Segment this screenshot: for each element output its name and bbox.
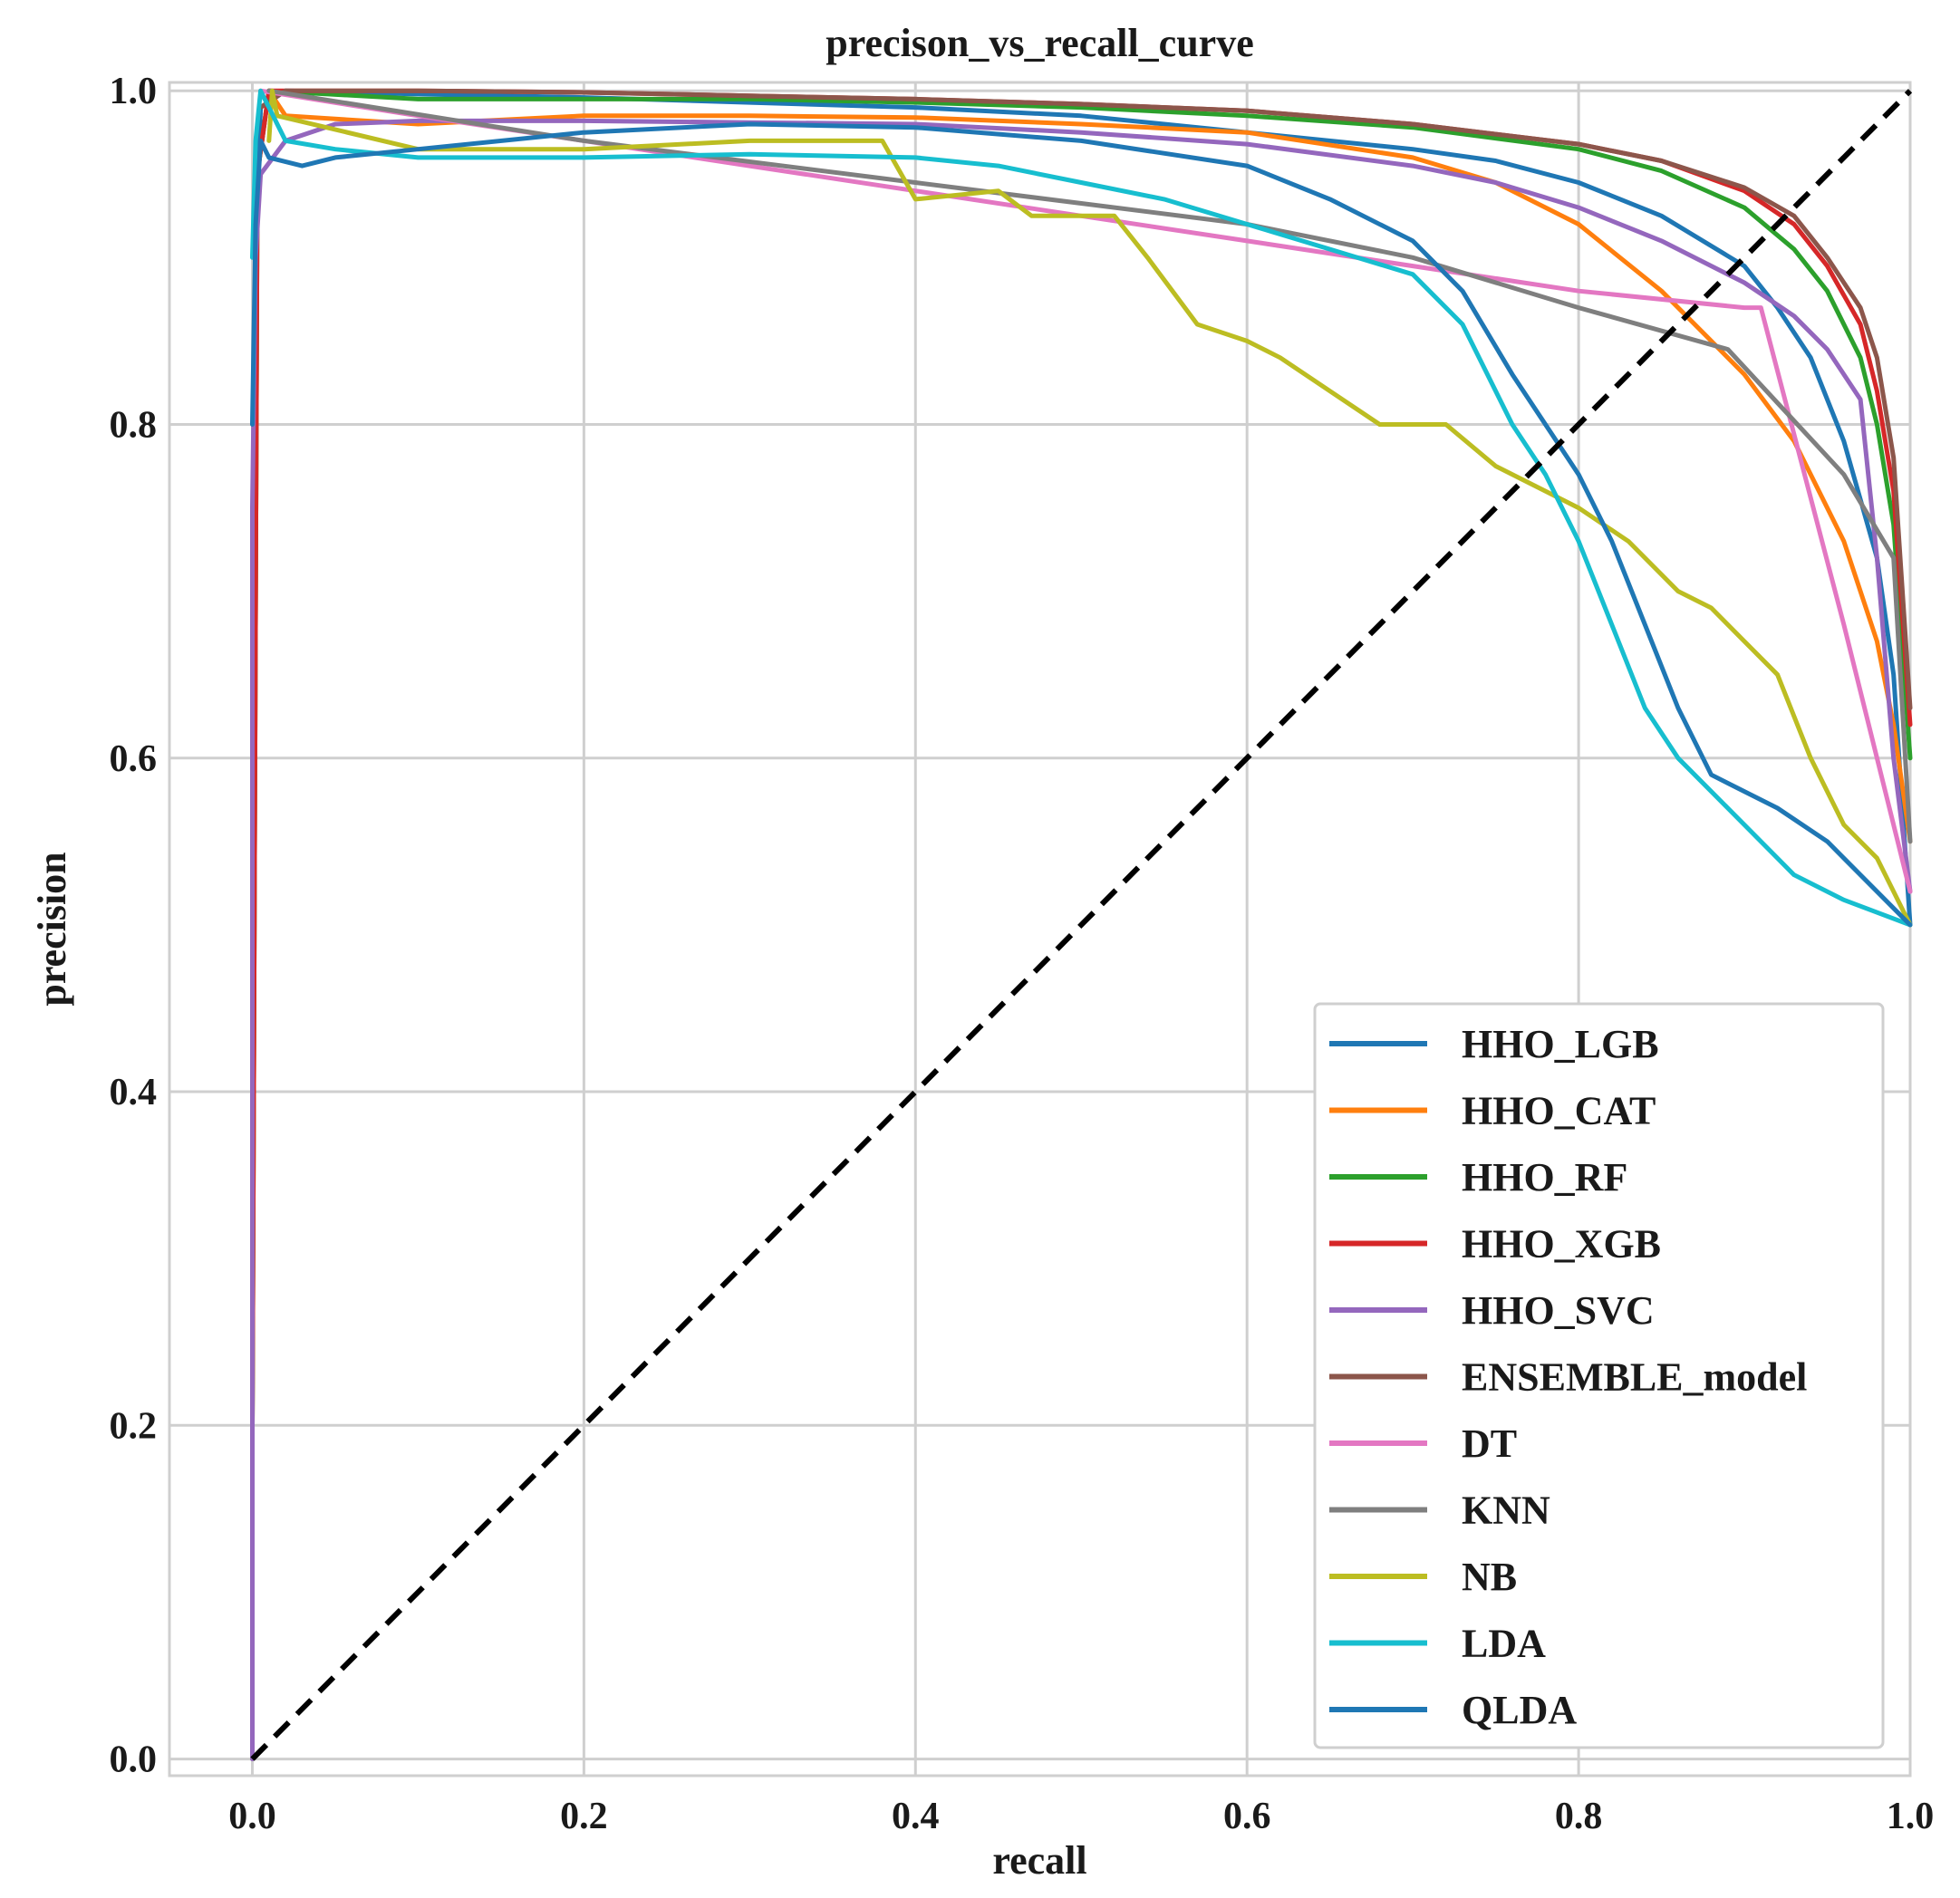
legend-label-hho-rf: HHO_RF: [1462, 1155, 1627, 1199]
legend-label-nb: NB: [1462, 1555, 1517, 1599]
legend-label-knn: KNN: [1462, 1489, 1550, 1533]
legend-label-qlda: QLDA: [1462, 1688, 1577, 1732]
legend-label-hho-svc: HHO_SVC: [1462, 1288, 1655, 1333]
y-axis-label: precision: [30, 852, 74, 1006]
tick-labels: 0.0 0.2 0.4 0.6 0.8 1.0 0.0 0.2 0.4 0.6 0.8 1.0: [110, 71, 1935, 1837]
legend-label-hho-lgb: HHO_LGB: [1462, 1022, 1659, 1066]
series-line-lda: [250, 88, 1913, 928]
y-tick-label: 0.4: [110, 1072, 158, 1113]
y-tick-label: 1.0: [110, 71, 158, 112]
series-line-hho-svc: [250, 118, 1913, 1762]
y-tick-label: 0.0: [110, 1739, 158, 1781]
chart-title: precison_vs_recall_curve: [826, 21, 1254, 65]
reference-diagonal-line: [250, 89, 1913, 1761]
series-lines: [250, 88, 1913, 1762]
y-tick-label: 0.2: [110, 1405, 158, 1447]
legend-label-lda: LDA: [1462, 1622, 1546, 1666]
y-tick-label: 0.6: [110, 738, 158, 780]
grid: [169, 82, 1912, 1776]
x-tick-label: 0.8: [1555, 1796, 1603, 1837]
legend-box: [1313, 1002, 1885, 1749]
legend: HHO_LGB HHO_CAT HHO_RF HHO_XGB HHO_SVC ENSEMB…: [1313, 1002, 1885, 1749]
series-line-knn: [266, 88, 1913, 844]
series-line-hho-rf: [250, 88, 1913, 1428]
legend-label-ensemble-model: ENSEMBLE_model: [1462, 1355, 1807, 1400]
x-axis-label: recall: [992, 1838, 1086, 1883]
plot-frame: [168, 81, 1912, 1778]
x-tick-label: 0.0: [228, 1796, 276, 1837]
series-line-hho-cat: [250, 88, 1913, 1428]
legend-label-hho-cat: HHO_CAT: [1462, 1089, 1656, 1133]
x-tick-label: 0.2: [560, 1796, 608, 1837]
series-line-nb: [266, 88, 1913, 928]
legend-label-hho-xgb: HHO_XGB: [1462, 1222, 1661, 1267]
series-line-qlda: [250, 121, 1913, 928]
series-line-ensemble-model: [258, 88, 1913, 710]
x-tick-label: 0.4: [892, 1796, 940, 1837]
y-tick-label: 0.8: [110, 404, 158, 446]
x-tick-label: 1.0: [1887, 1796, 1935, 1837]
legend-label-dt: DT: [1462, 1421, 1517, 1466]
x-tick-label: 0.6: [1223, 1796, 1271, 1837]
